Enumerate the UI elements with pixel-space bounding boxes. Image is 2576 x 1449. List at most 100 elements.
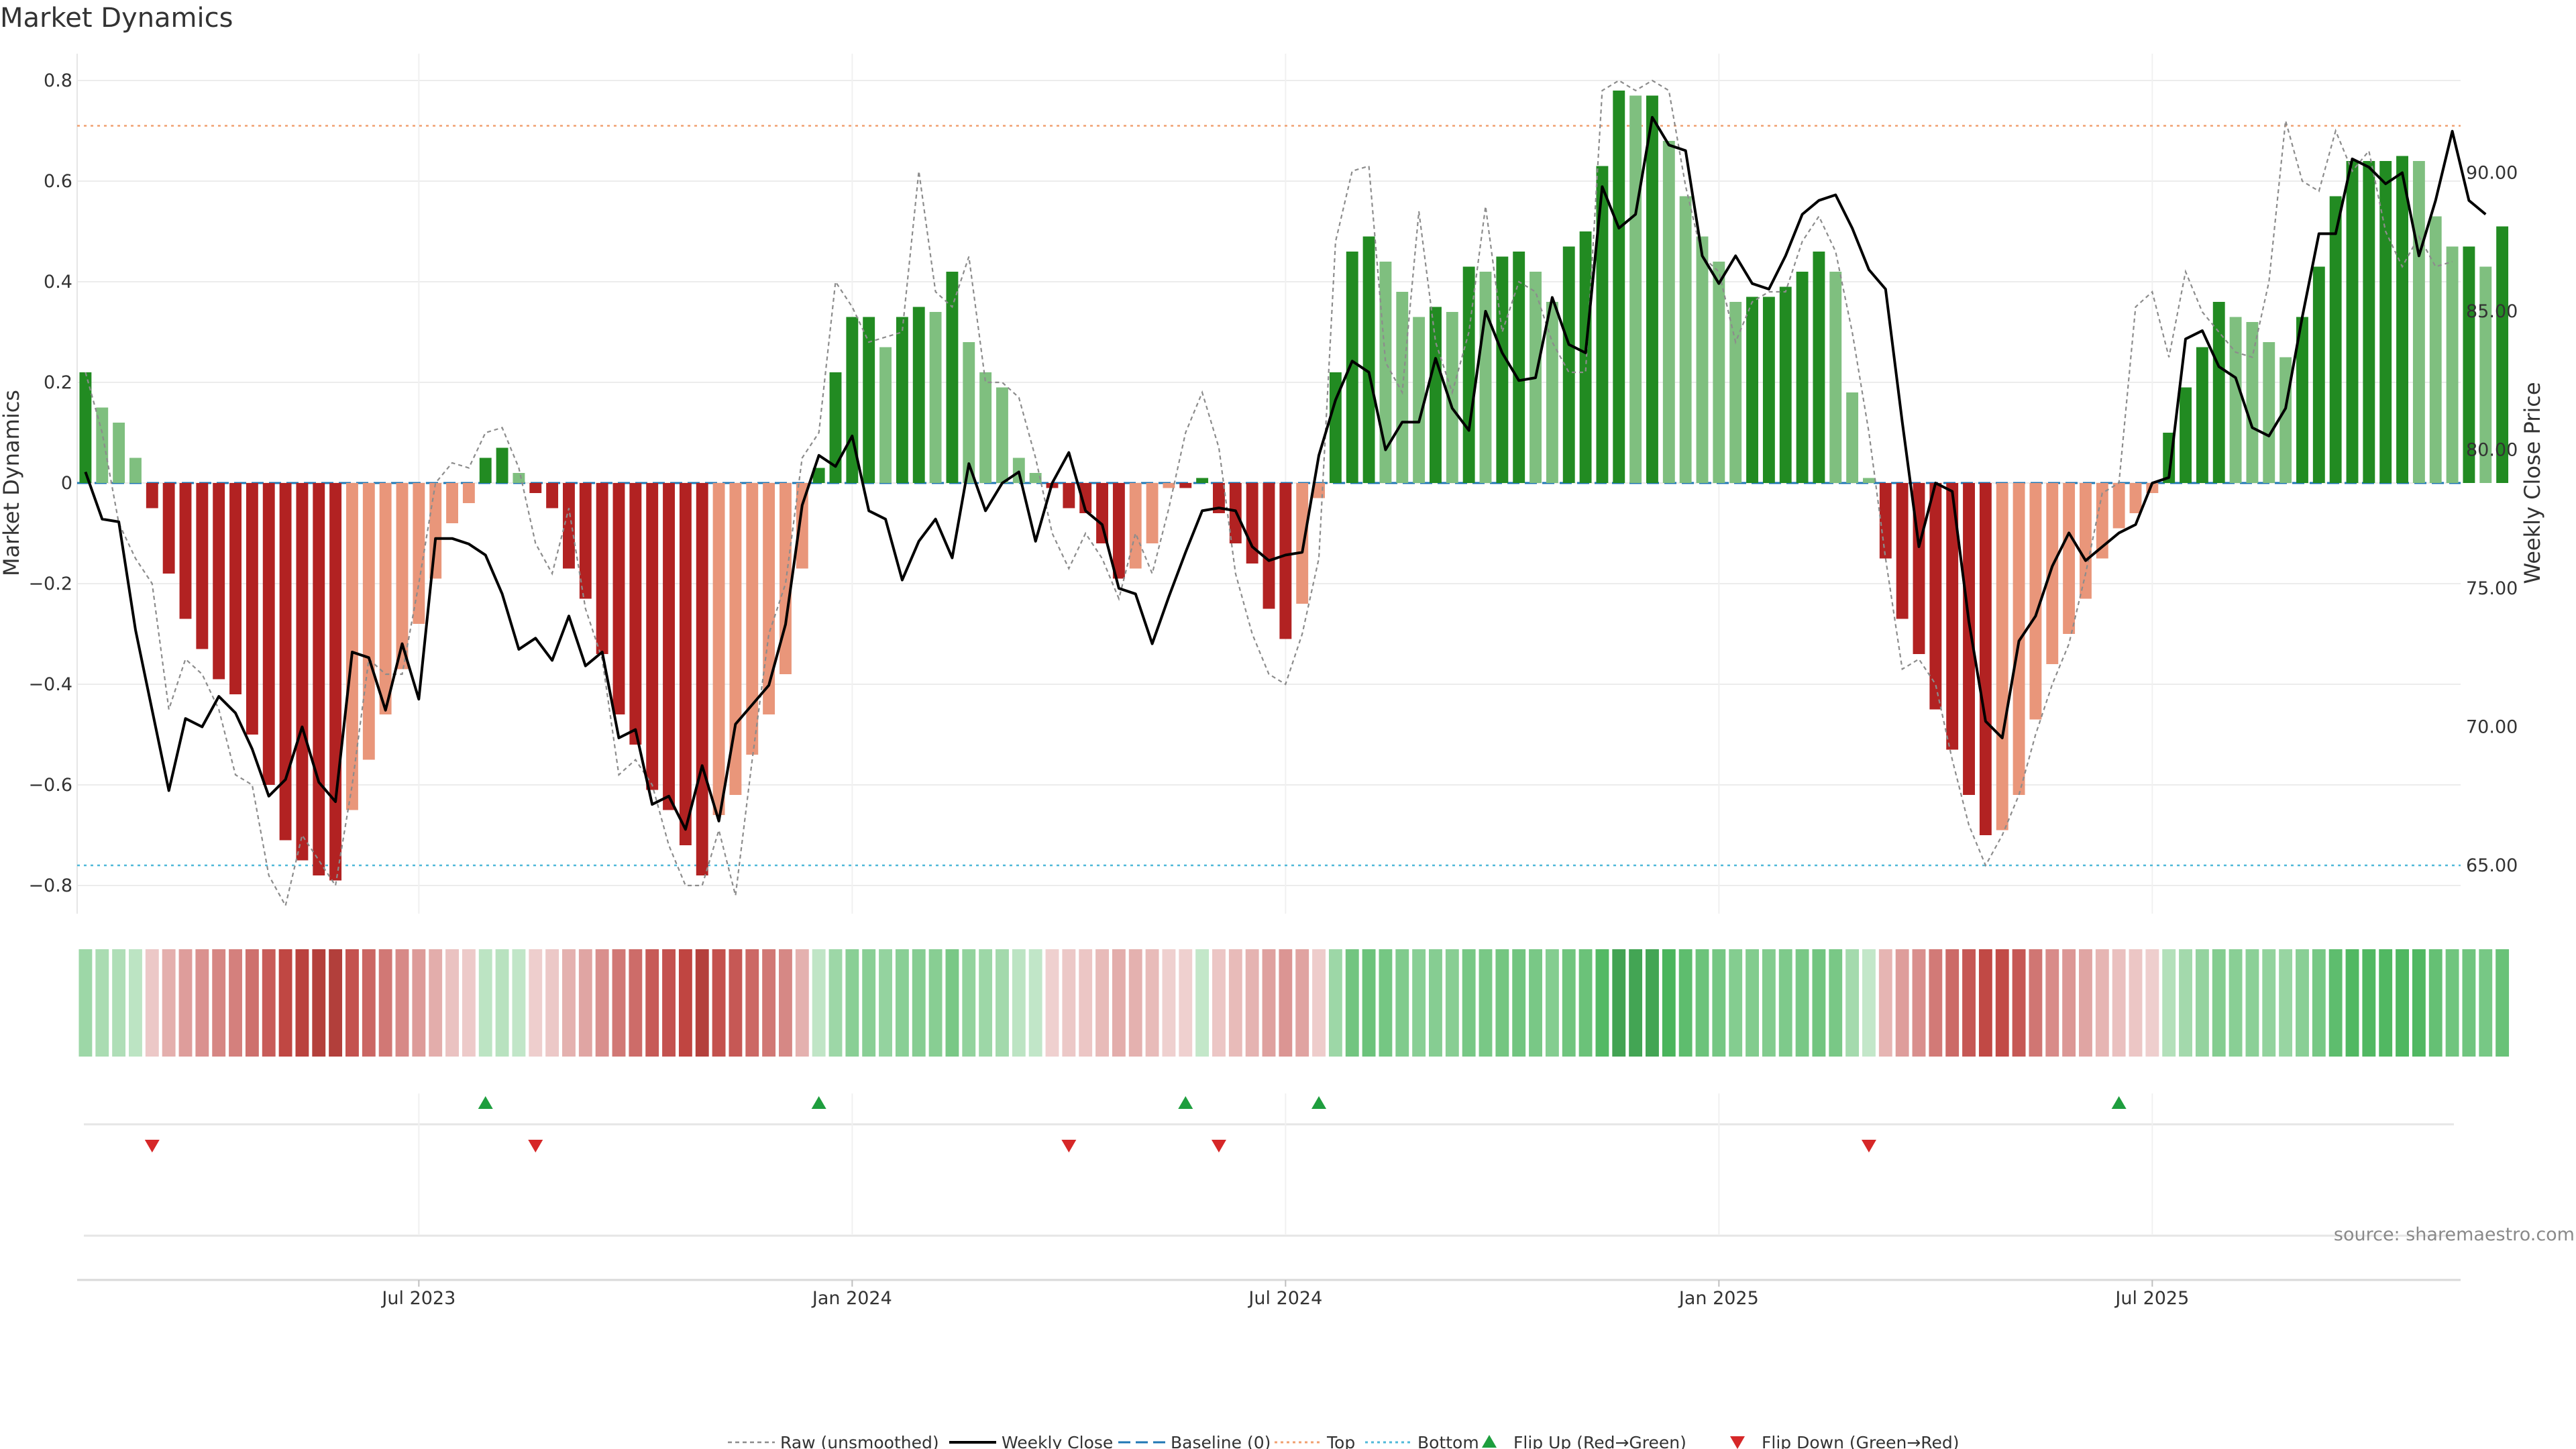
flip-up-marker [811, 1096, 826, 1109]
svg-text:Flip Down (Green→Red): Flip Down (Green→Red) [1762, 1433, 1960, 1449]
dynamics-bar [279, 483, 292, 841]
dynamics-bar [2112, 483, 2125, 529]
dynamics-bar [1613, 91, 1625, 483]
heat-cell [1829, 949, 1843, 1057]
heat-cell [1445, 949, 1459, 1057]
dynamics-bar [362, 483, 375, 760]
heat-cell [1578, 949, 1593, 1057]
heat-cell [2479, 949, 2493, 1057]
heat-cell [2496, 949, 2510, 1057]
heat-cell [1995, 949, 2009, 1057]
dynamics-bar [663, 483, 675, 810]
dynamics-bar [1646, 95, 1658, 483]
heat-cell [1245, 949, 1259, 1057]
heat-cell [1179, 949, 1193, 1057]
dynamics-bar [546, 483, 559, 508]
dynamics-bar [729, 483, 742, 795]
heat-cell [1962, 949, 1976, 1057]
heat-cell [229, 949, 242, 1057]
heat-cell [1595, 949, 1609, 1057]
heat-cell [1262, 949, 1276, 1057]
flip-up-marker [478, 1096, 493, 1109]
x-tick-label: Jan 2024 [811, 1288, 892, 1309]
heat-cell [495, 949, 509, 1057]
heat-cell [1762, 949, 1776, 1057]
dynamics-bar [1813, 252, 1825, 483]
x-axis-ticks: Jul 2023 Jan 2024 Jul 2024 Jan 2025 Jul 2025 [77, 1279, 2461, 1309]
right-axis-ticks: 90.00 85.00 80.00 75.00 70.00 65.00 [2466, 163, 2518, 877]
dynamics-bar [413, 483, 425, 624]
heat-cell [1629, 949, 1643, 1057]
dynamics-bar [1929, 483, 1942, 710]
dynamics-bar [879, 347, 892, 483]
dynamics-bar [429, 483, 442, 579]
heat-cell [1479, 949, 1493, 1057]
dynamics-bar [229, 483, 241, 694]
heat-cell [979, 949, 993, 1057]
left-tick-label: 0.8 [44, 70, 72, 91]
dynamics-bar [712, 483, 725, 815]
left-tick-label: −0.2 [28, 574, 72, 594]
dynamics-bar [496, 447, 508, 483]
dynamics-bar [1446, 312, 1458, 483]
dynamics-bar [2446, 246, 2459, 483]
heat-cell [178, 949, 193, 1057]
right-tick-label: 80.00 [2466, 440, 2518, 461]
dynamics-bar [1179, 483, 1192, 488]
heat-cell [2012, 949, 2026, 1057]
heat-cell [1195, 949, 1210, 1057]
heat-cell [195, 949, 209, 1057]
heat-cell [312, 949, 326, 1057]
legend-flip-down: Flip Down (Green→Red) [1730, 1433, 1960, 1449]
dynamics-bar [579, 483, 592, 599]
heat-cell [278, 949, 292, 1057]
dynamics-bar [2312, 266, 2325, 483]
left-axis-label: Market Dynamics [0, 390, 24, 576]
price-lines [84, 79, 2487, 908]
dynamics-bar [1863, 478, 1875, 483]
heat-cell [412, 949, 426, 1057]
heat-cell [2412, 949, 2426, 1057]
dynamics-bar [1496, 256, 1509, 483]
heat-cell [1112, 949, 1126, 1057]
dynamics-bar [1279, 483, 1292, 639]
dynamics-bar [1346, 252, 1358, 483]
heat-cell [795, 949, 809, 1057]
flip-signal-panel [84, 1093, 2454, 1237]
dynamics-bar [1329, 372, 1342, 483]
heat-cell [779, 949, 792, 1057]
dynamics-bar [479, 458, 492, 483]
legend-baseline: Baseline (0) [1118, 1433, 1271, 1449]
heat-cell [879, 949, 892, 1057]
dynamics-bar [1896, 483, 1909, 619]
dynamics-bar [1430, 307, 1442, 483]
flip-down-marker [528, 1140, 543, 1152]
dynamics-bar [113, 423, 125, 483]
dynamics-bar [563, 483, 575, 569]
left-tick-label: −0.6 [28, 775, 72, 796]
dynamics-bar [79, 372, 92, 483]
right-tick-label: 85.00 [2466, 301, 2518, 322]
dynamics-bar [1263, 483, 1275, 609]
heat-cell [512, 949, 526, 1057]
dynamics-bar [1479, 272, 1492, 483]
dynamics-bar [2180, 387, 2192, 483]
svg-text:Weekly Close: Weekly Close [1002, 1433, 1113, 1449]
heat-cell [578, 949, 592, 1057]
heat-cell [895, 949, 909, 1057]
source-credit: source: sharemaestro.com [2334, 1224, 2575, 1245]
dynamics-bar [2196, 347, 2208, 483]
heat-cell [562, 949, 576, 1057]
heat-cell [245, 949, 259, 1057]
left-tick-label: 0.6 [44, 171, 72, 192]
left-tick-label: 0.2 [44, 372, 72, 393]
svg-text:Top: Top [1326, 1433, 1355, 1449]
heat-strip [78, 949, 2510, 1057]
dynamics-bar [612, 483, 625, 714]
heat-cell [2029, 949, 2043, 1057]
dynamics-bar [1729, 302, 1742, 483]
heat-cell [1512, 949, 1526, 1057]
heat-cell [2095, 949, 2109, 1057]
heat-cell [1295, 949, 1309, 1057]
heat-cell [1662, 949, 1676, 1057]
